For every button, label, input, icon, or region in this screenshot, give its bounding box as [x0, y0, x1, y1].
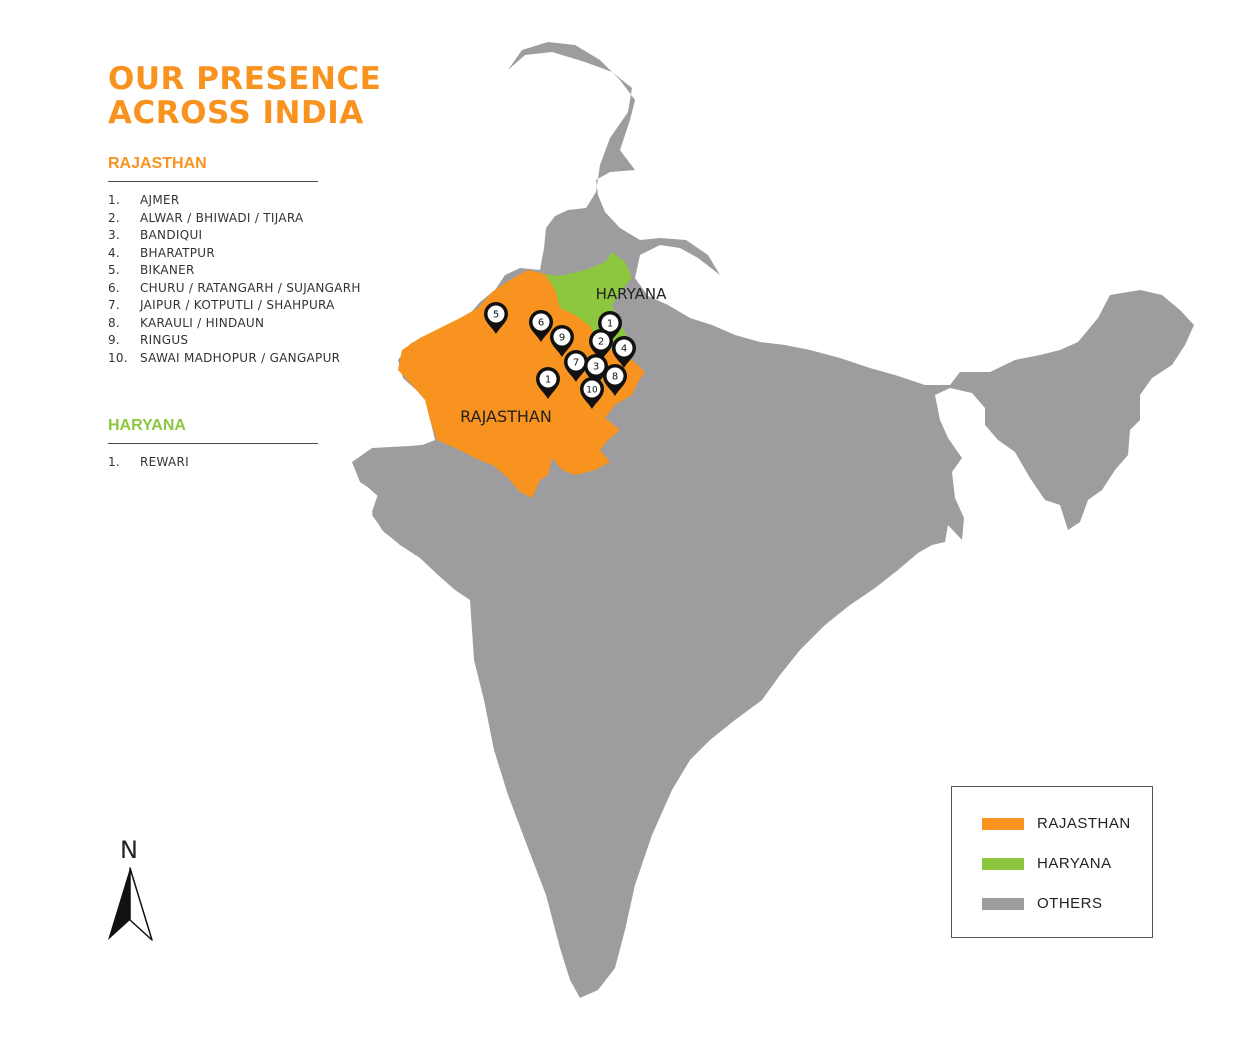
map-marker-alwar[interactable]: 2	[589, 329, 613, 361]
legend-swatch	[982, 897, 1024, 910]
map-marker-number: 10	[586, 386, 598, 396]
map-marker-number: 6	[538, 318, 544, 329]
location-item: 9. RINGUS	[108, 333, 189, 347]
map-marker-bharatpur[interactable]: 4	[612, 336, 636, 368]
north-arrow: N	[106, 836, 156, 946]
map-marker-sawai-madhopur[interactable]: 10	[580, 377, 604, 409]
north-label: N	[120, 836, 138, 864]
legend-swatch	[982, 857, 1024, 870]
map-marker-ringus[interactable]: 9	[550, 325, 574, 357]
map-marker-bikaner[interactable]: 5	[484, 302, 508, 334]
map-marker-ajmer[interactable]: 1	[536, 367, 560, 399]
map-label-rajasthan: RAJASTHAN	[460, 407, 552, 426]
rajasthan-location-list: 1. AJMER 2. ALWAR / BHIWADI / TIJARA 3. BAN…	[108, 192, 408, 367]
legend-label: HARYANA	[1037, 855, 1112, 872]
location-item: 1. REWARI	[108, 455, 190, 469]
map-marker-number: 3	[593, 362, 599, 373]
map-marker-churu[interactable]: 6	[529, 310, 553, 342]
map-marker-jaipur[interactable]: 7	[564, 350, 588, 382]
map-marker-rewari[interactable]: 1	[598, 311, 622, 343]
map-marker-number: 5	[493, 310, 499, 321]
map-marker-number: 1	[545, 375, 551, 386]
location-item: 2. ALWAR / BHIWADI / TIJARA	[108, 210, 304, 225]
location-item: 7. JAIPUR / KOTPUTLI / SHAHPURA	[108, 298, 335, 312]
page-title: OUR PRESENCE ACROSS INDIA	[108, 62, 381, 130]
legend-item-rajasthan: RAJASTHAN	[982, 815, 1131, 832]
legend-label: OTHERS	[1037, 895, 1103, 912]
legend-item-others: OTHERS	[982, 895, 1103, 912]
legend-swatch	[982, 817, 1024, 830]
rajasthan-region	[398, 270, 645, 498]
title-line-1: OUR PRESENCE	[108, 61, 382, 97]
location-item: 6. CHURU / RATANGARH / SUJANGARH	[108, 280, 361, 295]
location-item: 5. BIKANER	[108, 263, 195, 277]
map-marker-number: 9	[559, 333, 565, 344]
legend-label: RAJASTHAN	[1037, 815, 1131, 832]
location-item: 3. BANDIQUI	[108, 228, 203, 242]
rajasthan-heading: RAJASTHAN	[108, 154, 318, 182]
map-marker-number: 2	[598, 337, 604, 348]
legend-item-haryana: HARYANA	[982, 855, 1112, 872]
location-item: 1. AJMER	[108, 193, 180, 207]
map-label-haryana: HARYANA	[596, 285, 667, 303]
map-marker-number: 4	[621, 344, 627, 355]
location-item: 8. KARAULI / HINDAUN	[108, 315, 265, 330]
haryana-heading: HARYANA	[108, 416, 318, 444]
map-marker-karauli[interactable]: 8	[603, 364, 627, 396]
location-item: 4. BHARATPUR	[108, 245, 215, 260]
map-marker-number: 7	[573, 358, 579, 369]
north-arrow-icon	[108, 867, 153, 941]
haryana-locations-section: HARYANA 1. REWARI	[108, 416, 318, 472]
map-marker-number: 1	[607, 319, 613, 330]
map-marker-bandiqui[interactable]: 3	[584, 354, 608, 386]
rajasthan-locations-section: RAJASTHAN 1. AJMER 2. ALWAR / BHIWADI / TI…	[108, 154, 360, 367]
map-legend: RAJASTHAN HARYANA OTHERS	[951, 786, 1153, 938]
location-item: 10. SAWAI MADHOPUR / GANGAPUR	[108, 350, 341, 365]
gujarat-region	[352, 444, 530, 600]
haryana-location-list: 1. REWARI	[108, 454, 408, 472]
title-line-2: ACROSS INDIA	[108, 95, 364, 131]
map-marker-number: 8	[612, 372, 618, 383]
